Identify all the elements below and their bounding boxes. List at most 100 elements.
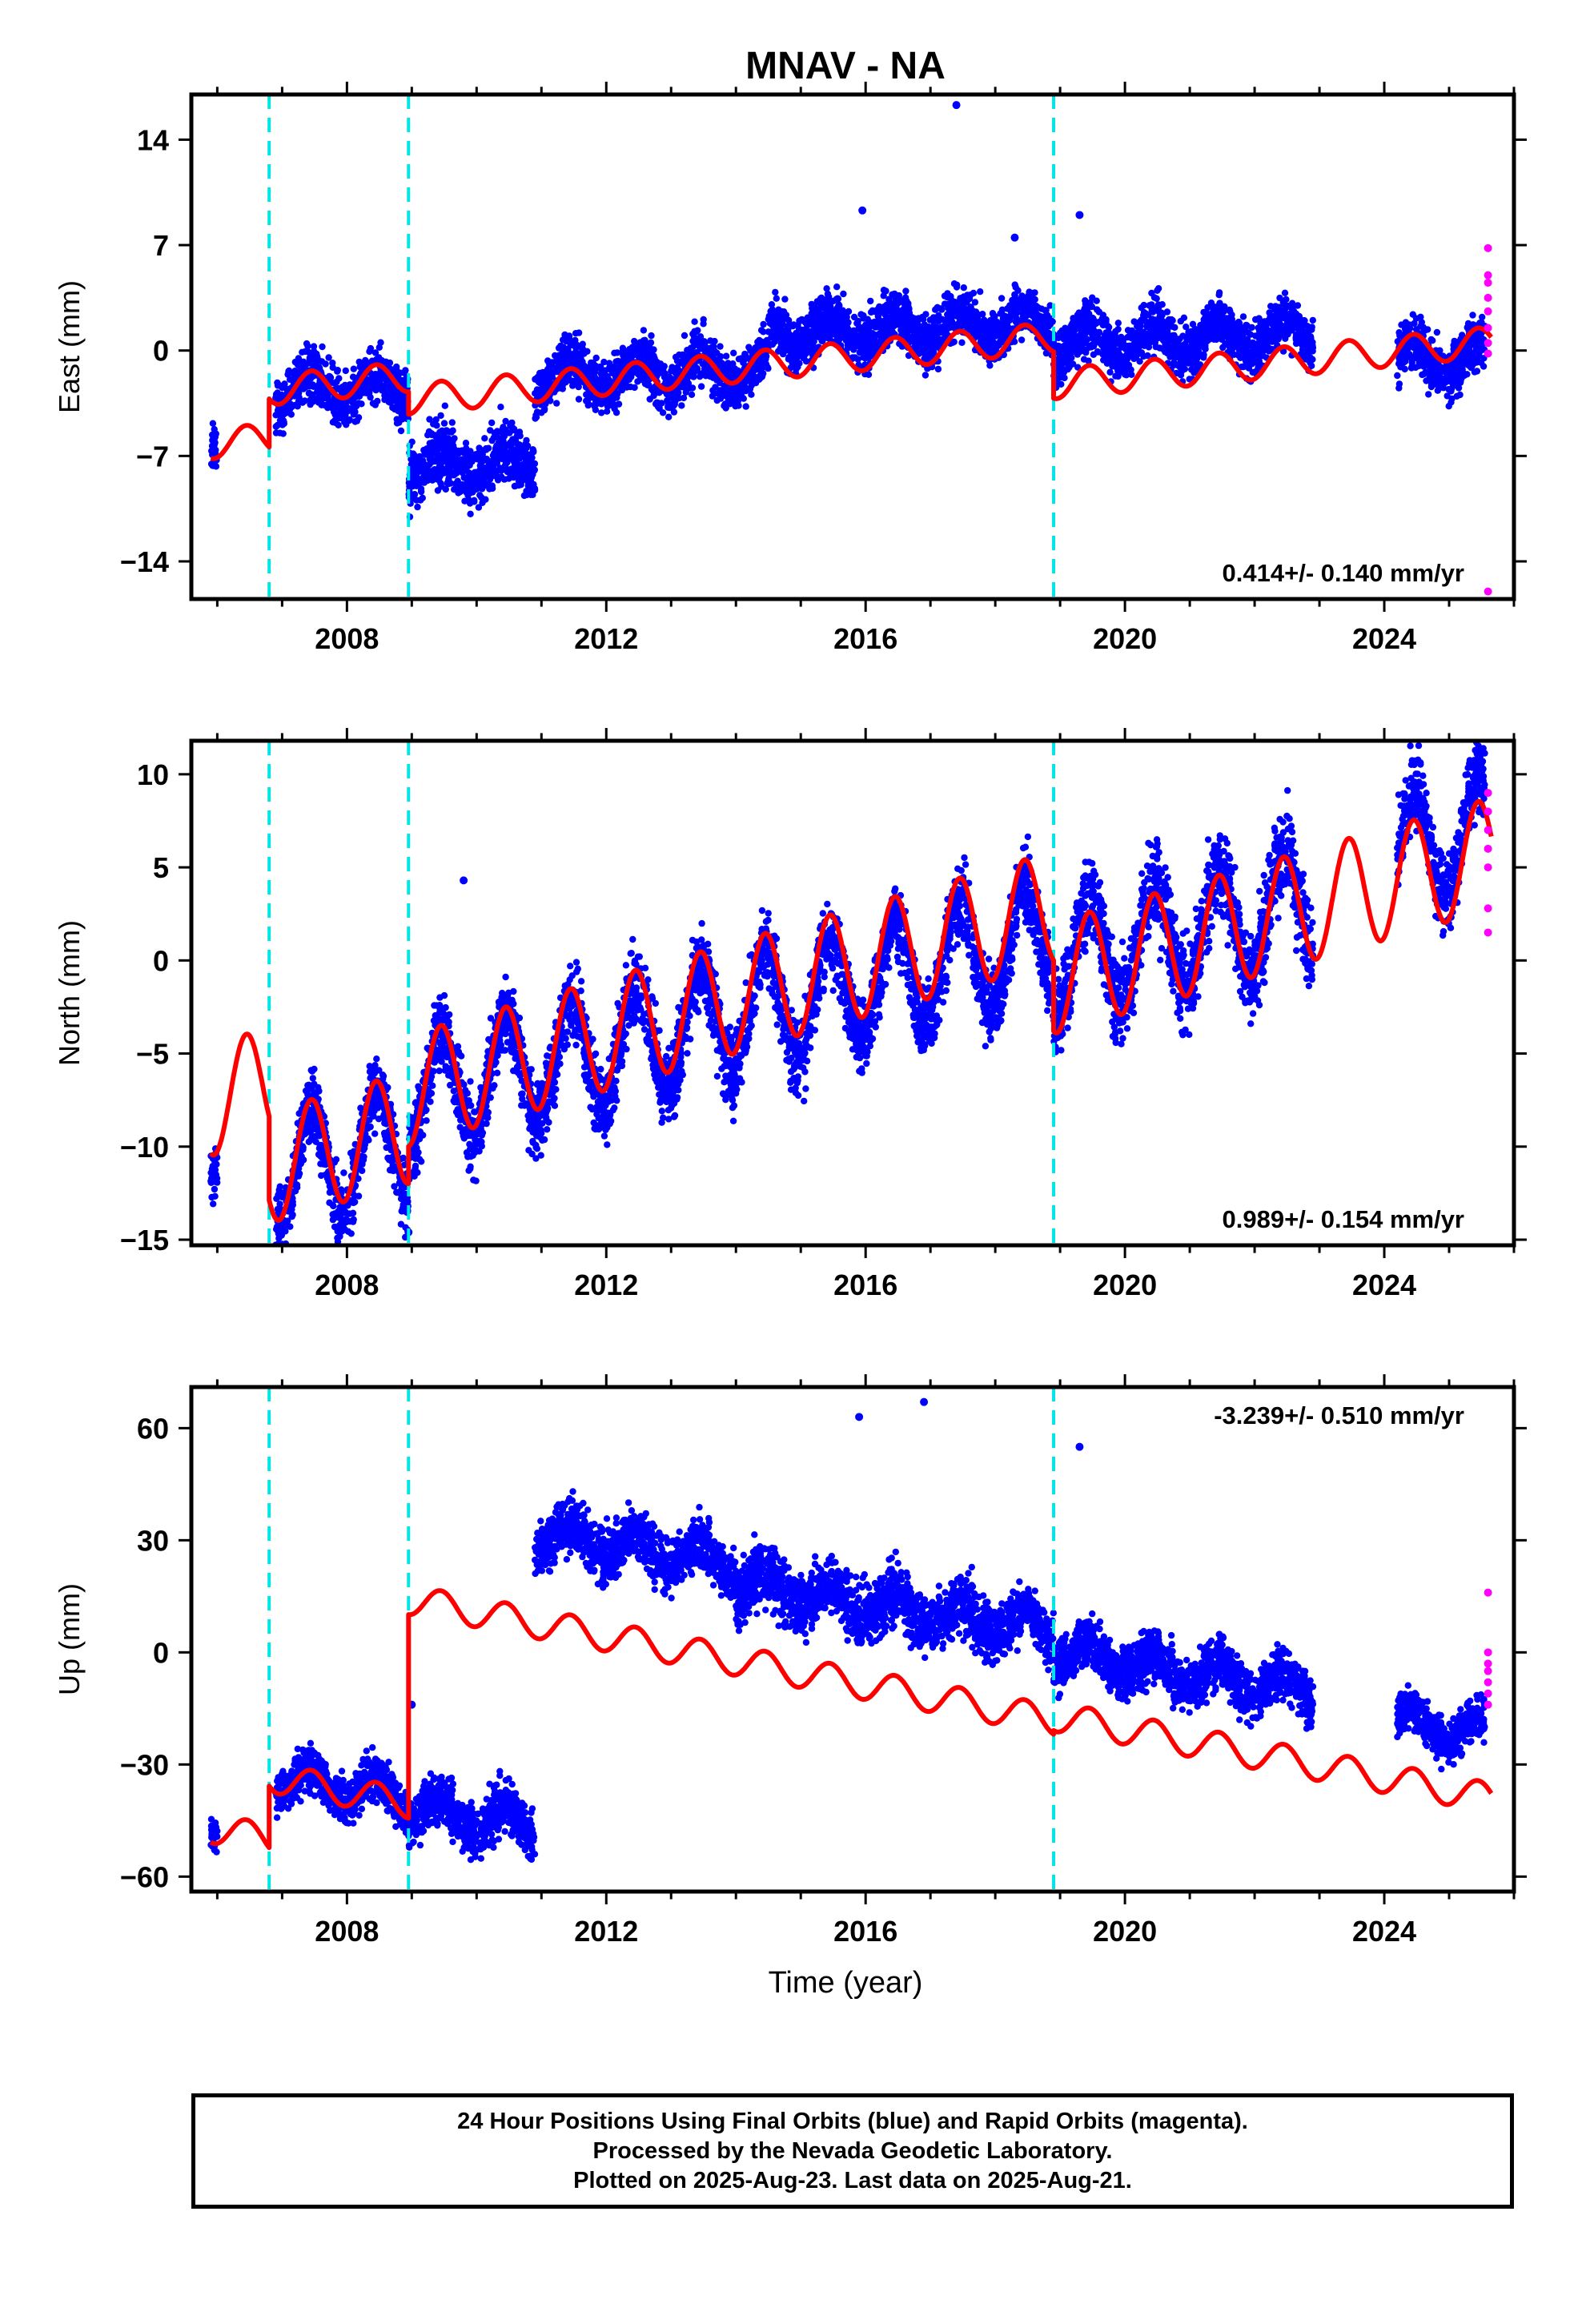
data-point bbox=[895, 308, 903, 315]
data-point bbox=[408, 456, 415, 463]
data-point bbox=[417, 497, 424, 504]
data-point bbox=[502, 451, 510, 459]
data-point bbox=[823, 285, 830, 292]
final-orbit-points bbox=[207, 101, 1488, 521]
data-point bbox=[948, 296, 955, 304]
data-point bbox=[919, 313, 926, 321]
data-point bbox=[781, 312, 789, 320]
data-point bbox=[462, 440, 470, 447]
data-point bbox=[988, 325, 995, 332]
data-point bbox=[520, 463, 527, 471]
data-point bbox=[461, 497, 468, 505]
data-point bbox=[829, 323, 836, 330]
data-point bbox=[465, 458, 472, 466]
data-point bbox=[979, 311, 986, 318]
data-point bbox=[1012, 314, 1020, 322]
data-point bbox=[348, 397, 355, 405]
data-point bbox=[1002, 312, 1009, 320]
data-point bbox=[286, 376, 294, 384]
data-point bbox=[476, 456, 483, 463]
data-point bbox=[285, 367, 293, 375]
data-point bbox=[308, 353, 315, 360]
data-point bbox=[951, 304, 958, 312]
data-point bbox=[345, 405, 352, 412]
data-point bbox=[463, 444, 470, 452]
data-point bbox=[709, 387, 717, 394]
data-point bbox=[452, 480, 460, 488]
data-point bbox=[568, 340, 576, 347]
data-point bbox=[779, 327, 787, 334]
data-point bbox=[1000, 321, 1007, 328]
data-point bbox=[584, 401, 592, 409]
data-point bbox=[933, 328, 941, 335]
data-point bbox=[487, 427, 494, 434]
data-point bbox=[995, 341, 1002, 349]
data-point bbox=[795, 325, 803, 332]
data-point bbox=[730, 349, 737, 356]
data-point bbox=[875, 312, 882, 319]
data-point bbox=[528, 474, 535, 481]
data-point bbox=[500, 437, 507, 444]
data-point bbox=[447, 480, 454, 487]
data-point bbox=[548, 370, 556, 378]
data-point bbox=[342, 367, 349, 375]
data-point bbox=[441, 402, 448, 409]
data-point bbox=[925, 347, 932, 354]
data-point bbox=[386, 359, 394, 367]
data-point bbox=[517, 481, 524, 489]
data-point bbox=[529, 446, 536, 453]
data-point bbox=[908, 325, 915, 332]
data-point bbox=[294, 403, 301, 410]
data-point bbox=[307, 375, 315, 382]
data-point bbox=[377, 339, 384, 346]
data-point bbox=[953, 312, 961, 320]
data-point bbox=[928, 316, 935, 324]
data-point bbox=[309, 398, 316, 405]
data-point bbox=[971, 299, 979, 306]
data-point bbox=[921, 372, 930, 379]
data-point bbox=[278, 392, 285, 399]
data-point bbox=[790, 321, 797, 328]
data-point bbox=[437, 412, 444, 420]
data-point bbox=[359, 364, 366, 371]
data-point bbox=[358, 400, 365, 408]
data-point bbox=[648, 332, 655, 340]
data-point bbox=[692, 328, 699, 336]
data-point bbox=[330, 408, 338, 416]
data-point bbox=[211, 425, 218, 433]
data-point bbox=[841, 319, 848, 326]
data-point bbox=[384, 395, 391, 402]
data-point bbox=[324, 404, 331, 412]
data-point bbox=[516, 428, 524, 436]
data-point bbox=[650, 392, 657, 400]
data-point bbox=[1309, 316, 1317, 324]
data-point bbox=[481, 435, 488, 442]
data-point bbox=[1182, 324, 1190, 331]
data-point bbox=[497, 473, 505, 480]
data-point bbox=[902, 313, 909, 320]
data-point bbox=[652, 400, 660, 408]
data-point bbox=[635, 371, 642, 378]
data-point bbox=[475, 504, 483, 511]
data-point bbox=[279, 430, 287, 437]
data-point bbox=[773, 295, 780, 302]
data-point bbox=[819, 304, 827, 312]
data-point bbox=[803, 321, 811, 329]
data-point bbox=[789, 357, 797, 365]
data-point bbox=[479, 499, 486, 506]
data-point bbox=[809, 304, 816, 312]
data-point bbox=[711, 348, 718, 355]
data-point bbox=[424, 462, 432, 469]
data-point bbox=[1114, 372, 1122, 380]
data-point bbox=[893, 292, 901, 300]
data-point bbox=[301, 397, 308, 404]
data-point bbox=[670, 408, 678, 416]
data-point bbox=[998, 295, 1006, 302]
data-point bbox=[453, 458, 460, 465]
data-point bbox=[355, 358, 363, 366]
data-point bbox=[393, 363, 400, 371]
data-point bbox=[272, 429, 280, 436]
y-tick-label: −14 bbox=[120, 545, 169, 578]
data-point bbox=[691, 318, 698, 325]
